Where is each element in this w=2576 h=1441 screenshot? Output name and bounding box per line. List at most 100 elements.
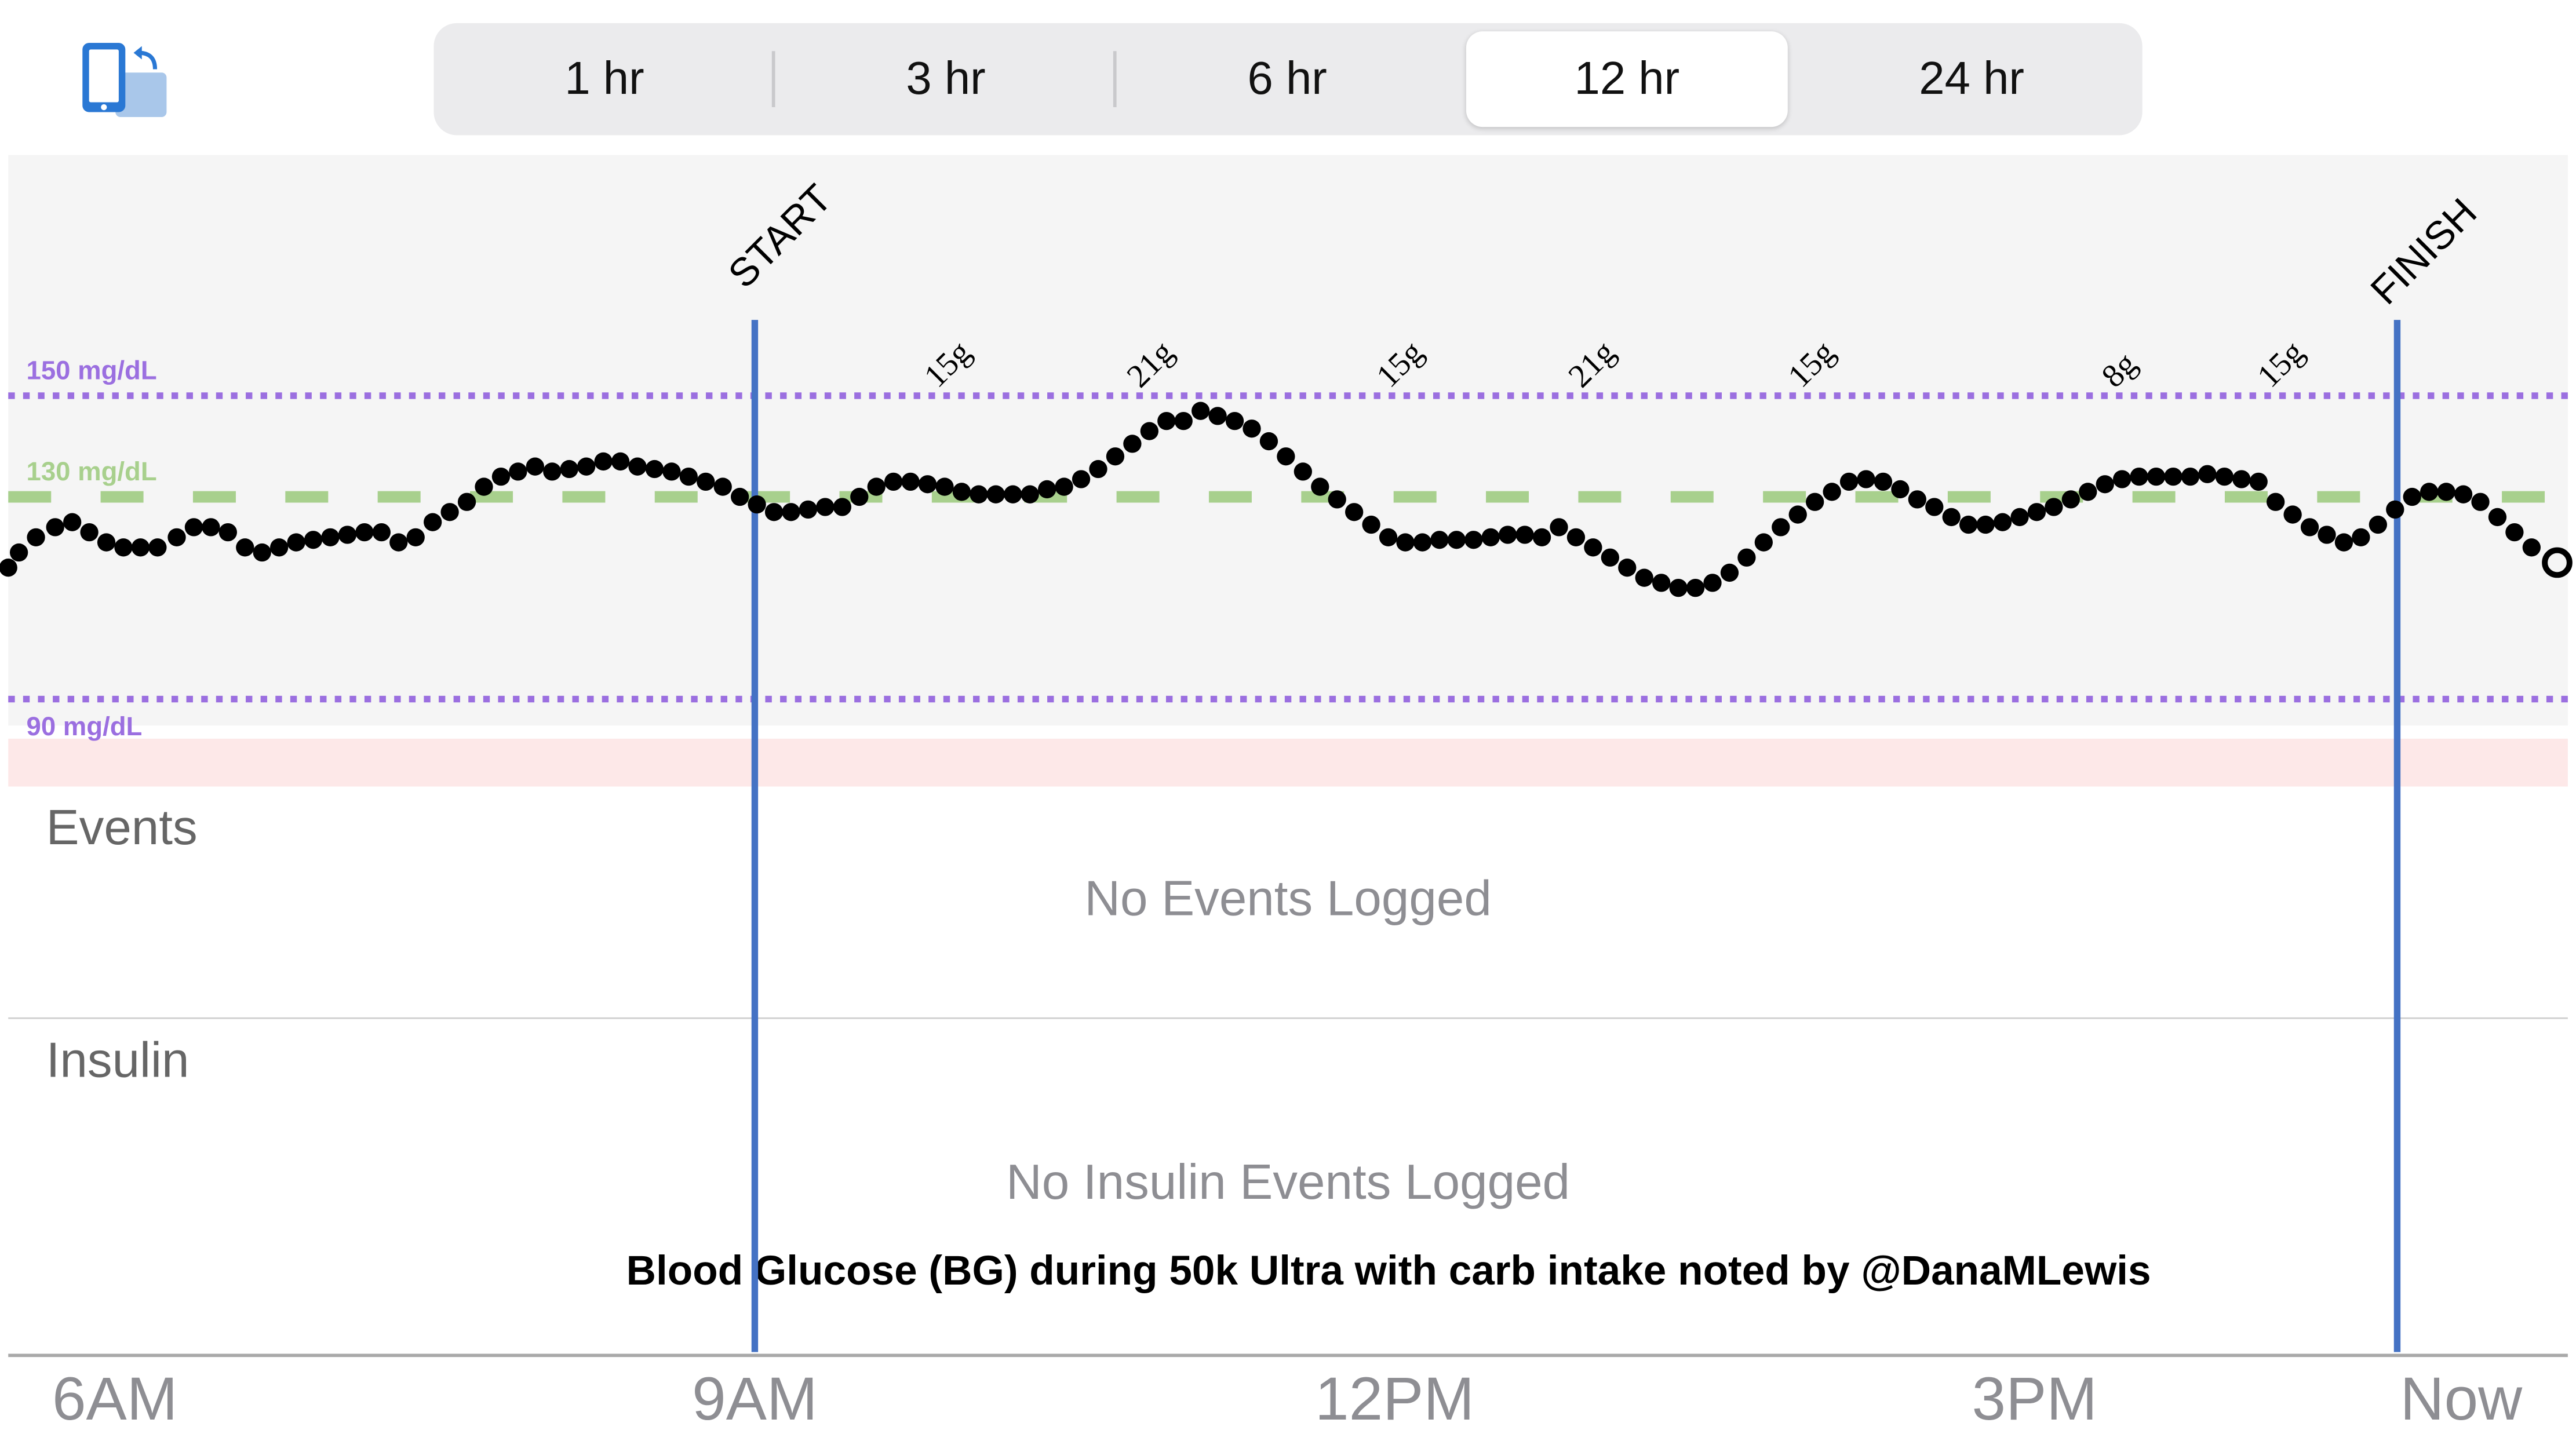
glucose-point <box>1993 513 2012 531</box>
glucose-point <box>2403 487 2421 506</box>
glucose-point <box>406 528 425 547</box>
glucose-point <box>1720 563 1739 582</box>
glucose-point <box>1499 526 1517 544</box>
glucose-point <box>1174 411 1193 431</box>
glucose-point <box>1481 528 1500 547</box>
glucose-point <box>628 457 647 476</box>
glucose-point <box>1891 480 1910 499</box>
glucose-point <box>304 531 323 549</box>
glucose-point <box>1686 578 1705 597</box>
glucose-point <box>2181 467 2200 486</box>
glucose-point <box>1004 485 1022 504</box>
glucose-point <box>1754 533 1773 552</box>
glucose-point <box>884 472 903 491</box>
time-tick-9am: 9AM <box>692 1365 818 1433</box>
glucose-point <box>867 477 886 496</box>
glucose-point <box>2130 467 2148 486</box>
glucose-point <box>1669 578 1688 597</box>
glucose-point <box>2079 483 2097 501</box>
glucose-point <box>440 503 459 521</box>
glucose-point <box>2522 538 2541 557</box>
glucose-point <box>2147 467 2166 486</box>
time-axis-line <box>8 1354 2568 1358</box>
glucose-point <box>0 559 17 577</box>
glucose-point <box>2369 515 2387 534</box>
tab-24-hr[interactable]: 24 hr <box>1919 53 2024 104</box>
glucose-point <box>2471 493 2490 511</box>
glucose-point <box>645 459 664 479</box>
carb-annotation-6: 15g <box>2250 334 2311 395</box>
glucose-point <box>2215 467 2233 486</box>
glucose-point <box>1225 411 1244 431</box>
glucose-point <box>1447 531 1466 549</box>
glucose-point <box>611 452 630 471</box>
glucose-point <box>1192 402 1210 420</box>
glucose-point <box>526 457 544 476</box>
glucose-point <box>27 528 45 547</box>
glucose-point <box>2232 470 2251 488</box>
glucose-point <box>167 528 186 547</box>
tab-12-hr[interactable]: 12 hr <box>1574 53 1680 104</box>
glucose-point <box>1806 493 1824 511</box>
events-section-label: Events <box>46 801 198 856</box>
time-tick-now: Now <box>2400 1365 2523 1433</box>
glucose-point <box>2283 505 2302 524</box>
tab-3-hr[interactable]: 3 hr <box>906 53 986 104</box>
glucose-point <box>970 485 988 504</box>
glucose-point <box>321 528 340 547</box>
glucose-point <box>389 533 408 552</box>
glucose-point <box>782 503 800 521</box>
glucose-point <box>1345 503 1364 521</box>
chart-caption: Blood Glucose (BG) during 50k Ultra with… <box>626 1248 2151 1294</box>
glucose-point <box>218 523 237 542</box>
glucose-point <box>2027 503 2046 521</box>
glucose-point <box>1379 528 1398 547</box>
tab-6-hr[interactable]: 6 hr <box>1247 53 1327 104</box>
glucose-point <box>543 462 562 481</box>
glucose-point <box>131 538 150 557</box>
glucose-point <box>1772 518 1790 537</box>
section-divider <box>8 1017 2568 1019</box>
glucose-point <box>2096 475 2114 494</box>
glucose-point <box>1601 548 1619 567</box>
glucose-point <box>202 518 220 537</box>
glucose-point <box>457 493 476 511</box>
glucose-point <box>355 523 374 542</box>
segment-divider <box>1113 51 1117 107</box>
glucose-point <box>1618 559 1637 577</box>
glucose-point <box>1362 515 1380 534</box>
glucose-point <box>918 475 937 494</box>
tab-1-hr[interactable]: 1 hr <box>564 53 644 104</box>
glucose-point <box>287 533 305 552</box>
time-tick-12pm: 12PM <box>1315 1365 1475 1433</box>
glucose-point <box>986 485 1005 504</box>
glucose-point <box>1038 480 1056 499</box>
glucose-point <box>952 483 971 501</box>
glucose-point <box>63 513 82 531</box>
glucose-chart-area <box>8 155 2568 726</box>
carb-annotation-3: 21g <box>1561 334 1622 395</box>
glucose-point <box>2386 500 2404 519</box>
glucose-point <box>1430 531 1449 549</box>
glucose-point <box>1413 533 1432 552</box>
phone-sync-icon[interactable] <box>79 39 172 122</box>
predicted-glucose-point <box>2542 547 2573 578</box>
glucose-point <box>1123 435 1142 453</box>
glucose-point <box>1311 477 1329 496</box>
glucose-point <box>2198 465 2217 483</box>
glucose-point <box>97 533 116 552</box>
event-marker-label-finish: FINISH <box>2362 190 2485 313</box>
glucose-point <box>1959 515 1978 534</box>
glucose-point <box>764 503 784 521</box>
reference-label-150: 150 mg/dL <box>27 356 157 385</box>
glucose-point <box>1857 470 1875 488</box>
insulin-empty-message: No Insulin Events Logged <box>1006 1155 1571 1210</box>
carb-annotation-4: 15g <box>1781 334 1842 395</box>
glucose-point <box>253 543 271 562</box>
carb-annotation-2: 15g <box>1369 334 1430 395</box>
carb-annotation-1: 21g <box>1120 334 1180 395</box>
glucose-point <box>1703 574 1722 592</box>
glucose-point <box>679 467 698 486</box>
